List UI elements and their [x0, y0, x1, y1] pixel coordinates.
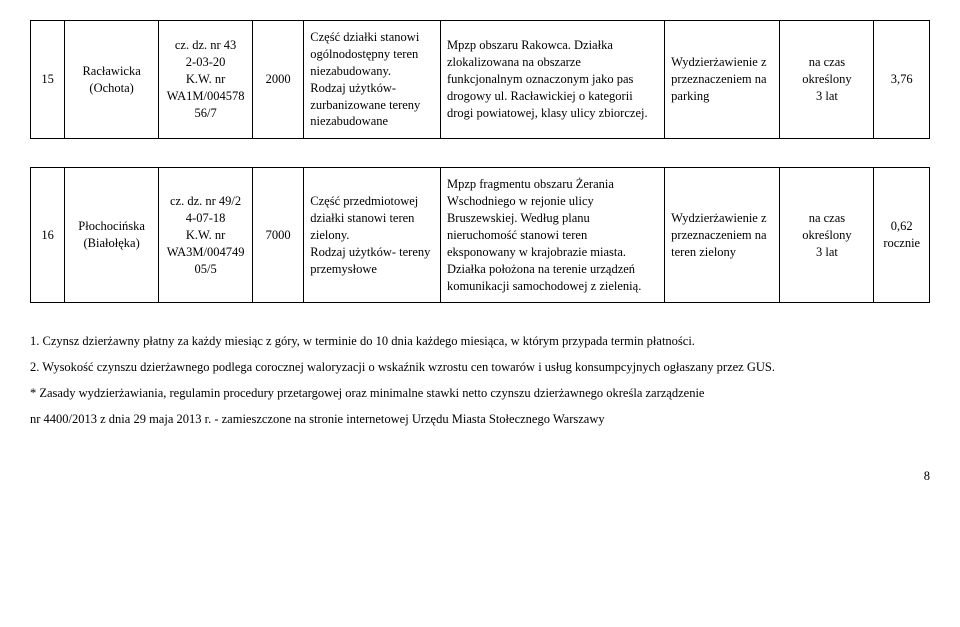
note-continuation: nr 4400/2013 z dnia 29 maja 2013 r. - za… — [30, 409, 930, 429]
cell-rate: 0,62 rocznie — [874, 168, 930, 303]
cell-num: 15 — [31, 21, 65, 139]
cell-parcel: cz. dz. nr 49/2 4-07-18 K.W. nr WA3M/004… — [159, 168, 253, 303]
note-2: 2. Wysokość czynszu dzierżawnego podlega… — [30, 357, 930, 377]
cell-desc2: Mpzp fragmentu obszaru Żerania Wschodnie… — [440, 168, 664, 303]
cell-purpose: Wydzierżawienie z przeznaczeniem na tere… — [665, 168, 780, 303]
cell-term: na czas określony 3 lat — [780, 21, 874, 139]
cell-num: 16 — [31, 168, 65, 303]
cell-parcel: cz. dz. nr 43 2-03-20 K.W. nr WA1M/00457… — [159, 21, 253, 139]
page-number: 8 — [30, 469, 930, 484]
table-row-16: 16 Płochocińska (Białołęka) cz. dz. nr 4… — [30, 167, 930, 303]
table-row: 16 Płochocińska (Białołęka) cz. dz. nr 4… — [31, 168, 930, 303]
cell-desc2: Mpzp obszaru Rakowca. Działka zlokalizow… — [440, 21, 664, 139]
cell-desc1: Część działki stanowi ogólnodostępny ter… — [304, 21, 441, 139]
table-row: 15 Racławicka (Ochota) cz. dz. nr 43 2-0… — [31, 21, 930, 139]
note-1: 1. Czynsz dzierżawny płatny za każdy mie… — [30, 331, 930, 351]
footer-notes: 1. Czynsz dzierżawny płatny za każdy mie… — [30, 331, 930, 429]
cell-location: Płochocińska (Białołęka) — [65, 168, 159, 303]
table-row-15: 15 Racławicka (Ochota) cz. dz. nr 43 2-0… — [30, 20, 930, 139]
cell-desc1: Część przedmiotowej działki stanowi tere… — [304, 168, 441, 303]
cell-purpose: Wydzierżawienie z przeznaczeniem na park… — [665, 21, 780, 139]
note-star: * Zasady wydzierżawiania, regulamin proc… — [30, 383, 930, 403]
cell-term: na czas określony 3 lat — [780, 168, 874, 303]
cell-area: 2000 — [253, 21, 304, 139]
cell-location: Racławicka (Ochota) — [65, 21, 159, 139]
cell-rate: 3,76 — [874, 21, 930, 139]
cell-area: 7000 — [253, 168, 304, 303]
